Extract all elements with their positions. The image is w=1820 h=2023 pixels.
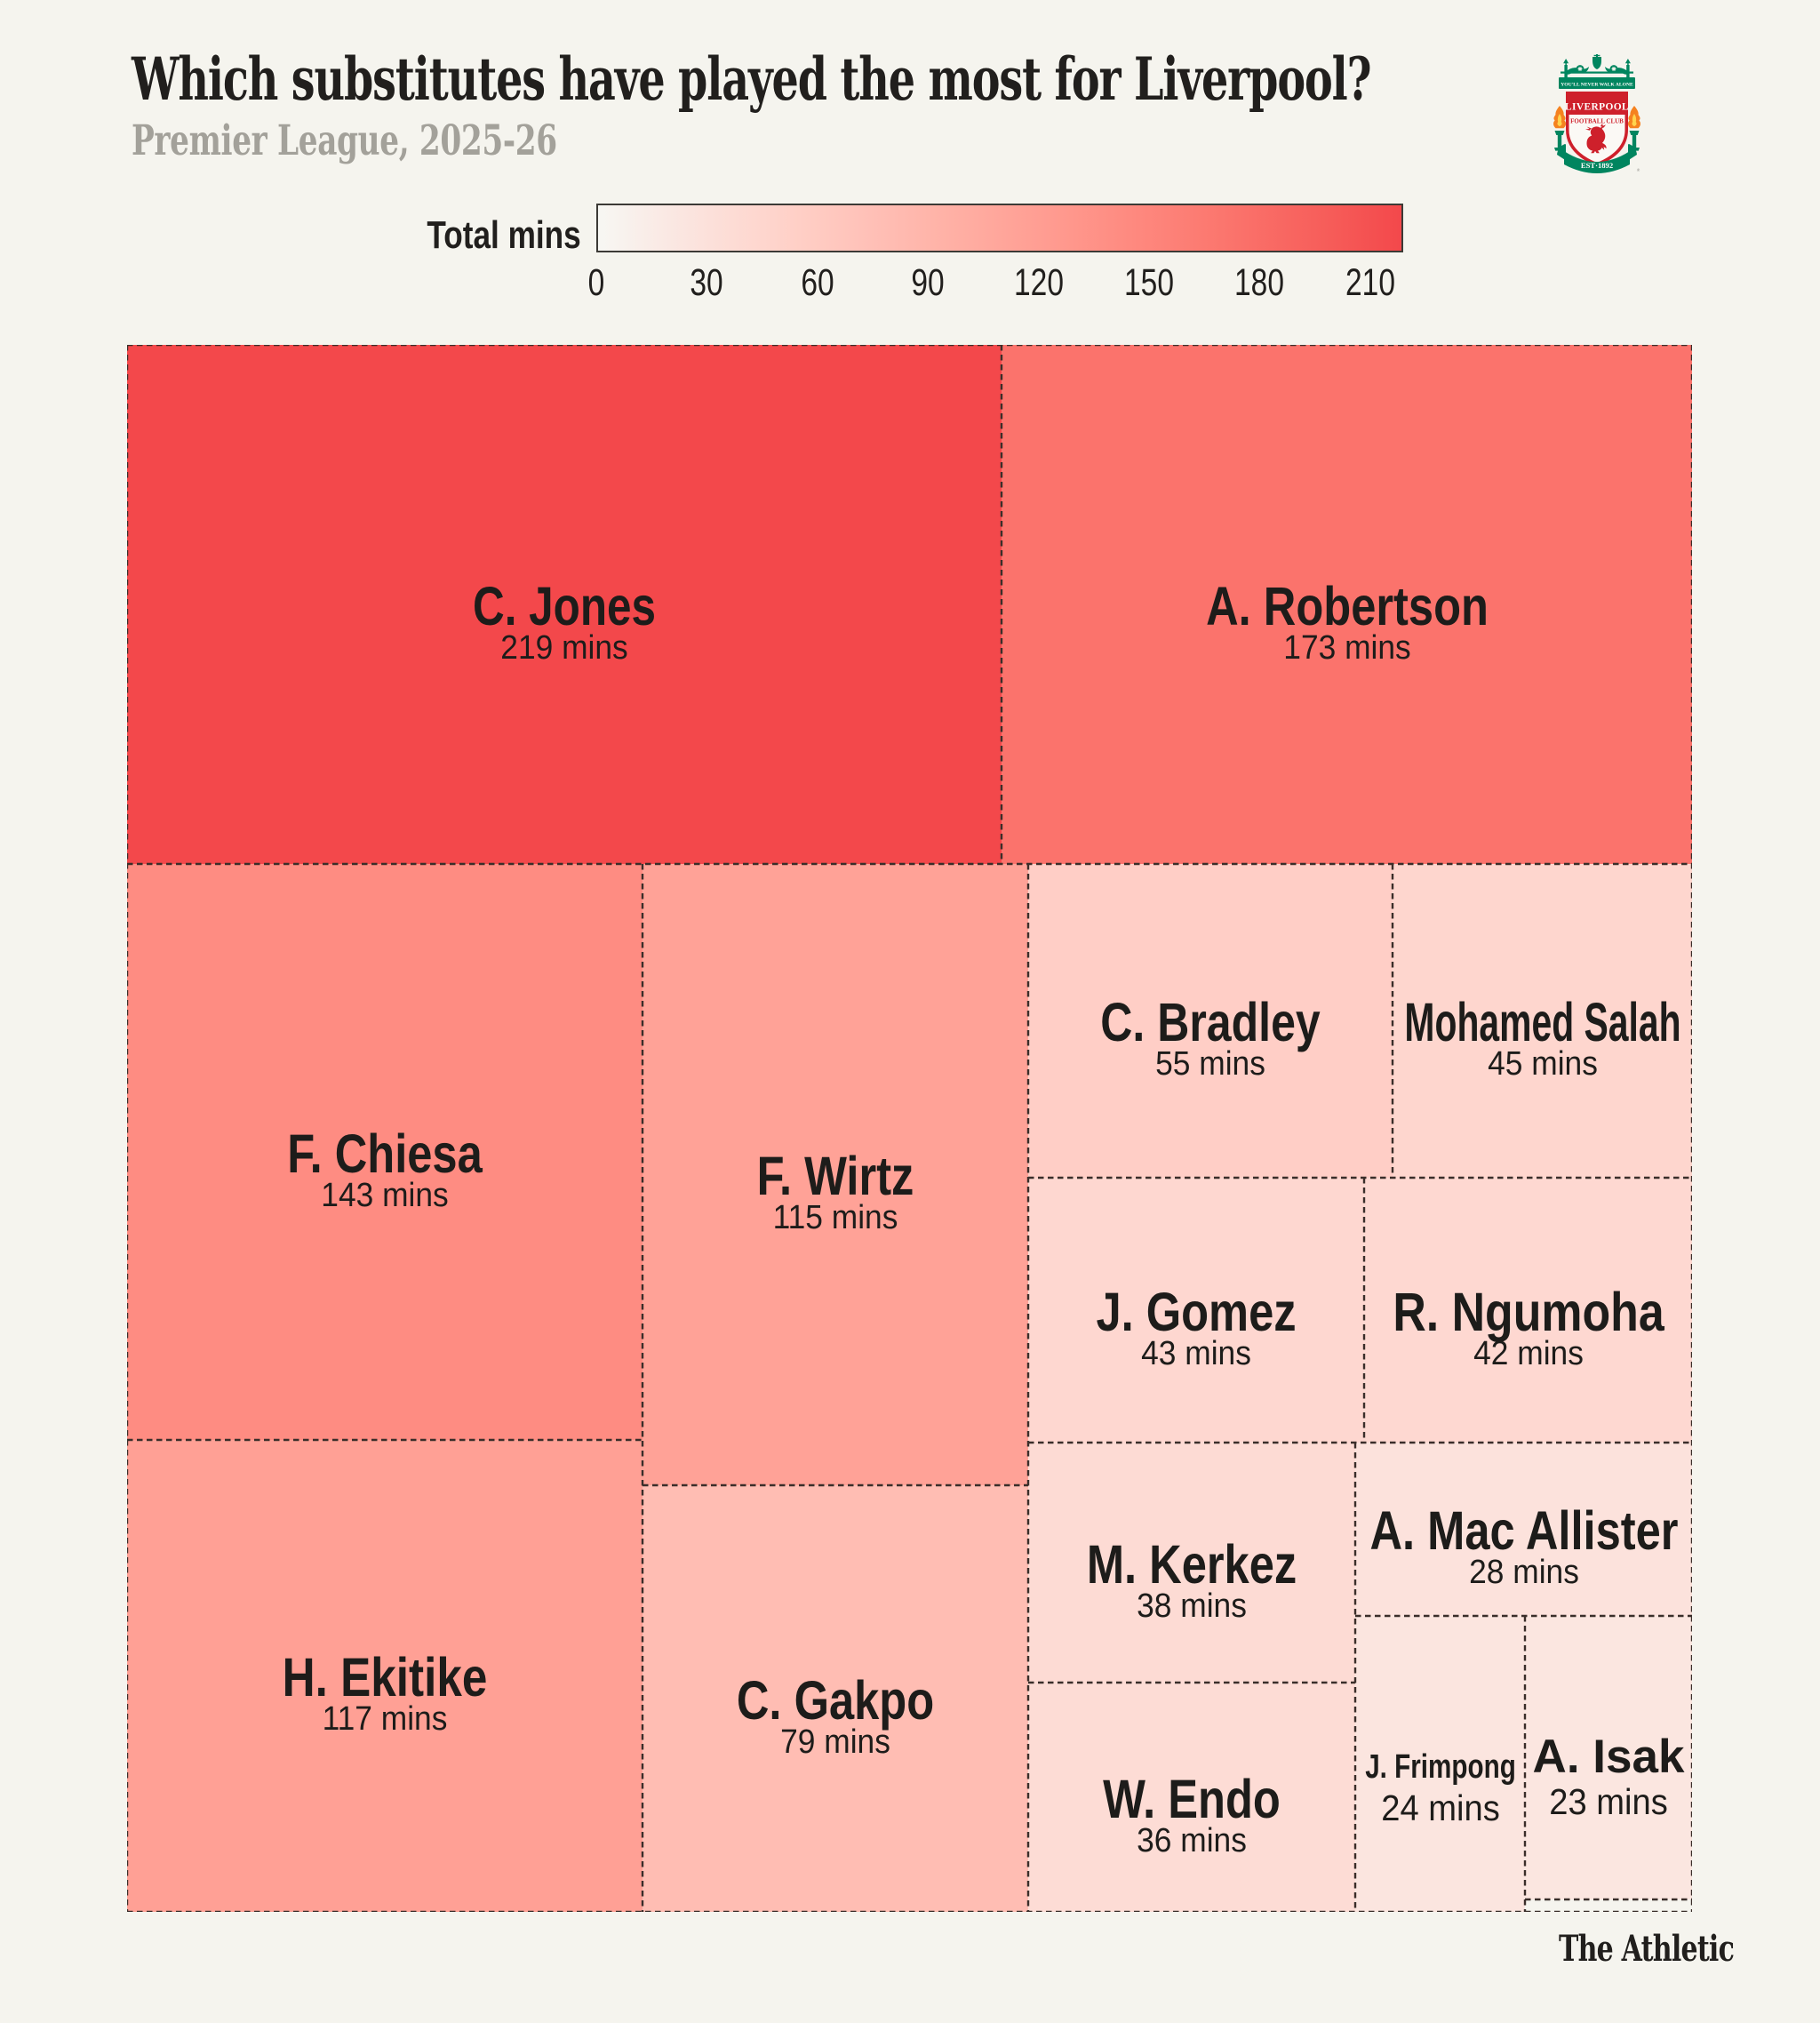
player-name: J. Gomez: [1096, 1281, 1297, 1342]
player-name: C. Gakpo: [736, 1669, 935, 1731]
svg-text:YOU'LL NEVER WALK ALONE: YOU'LL NEVER WALK ALONE: [1561, 82, 1633, 87]
svg-text:®: ®: [1637, 167, 1640, 172]
legend-tick-label: 210: [1345, 261, 1395, 304]
player-name: W. Endo: [1103, 1768, 1281, 1829]
treemap-cell[interactable]: F. Chiesa 143 mins: [127, 864, 643, 1440]
treemap-cell[interactable]: W. Endo 36 mins: [1028, 1683, 1355, 1912]
player-name: R. Ngumoha: [1392, 1281, 1664, 1342]
player-name: M. Kerkez: [1086, 1533, 1297, 1595]
treemap-cell[interactable]: F. Wirtz 115 mins: [643, 864, 1028, 1485]
player-minutes: 219 mins: [500, 628, 628, 667]
legend-tick-label: 150: [1123, 261, 1174, 304]
legend-gradient-bar: [596, 204, 1403, 252]
player-name: A. Isak: [1532, 1731, 1685, 1784]
player-minutes: 55 mins: [1155, 1045, 1265, 1083]
svg-text:FOOTBALL CLUB: FOOTBALL CLUB: [1570, 118, 1624, 125]
treemap-cell[interactable]: A. Robertson 173 mins: [1002, 345, 1692, 864]
treemap-cell[interactable]: M. Kerkez 38 mins: [1028, 1443, 1355, 1683]
player-minutes: 24 mins: [1380, 1787, 1500, 1828]
player-name: Mohamed Salah: [1403, 992, 1681, 1053]
player-name: H. Ekitike: [282, 1647, 488, 1708]
chart-subtitle: Premier League, 2025-26: [132, 116, 557, 165]
player-minutes: 117 mins: [322, 1700, 448, 1739]
svg-text:LIVERPOOL: LIVERPOOL: [1565, 102, 1629, 113]
player-minutes: 143 mins: [321, 1176, 449, 1214]
player-name: C. Jones: [473, 575, 656, 636]
player-name: A. Robertson: [1205, 575, 1489, 636]
player-name: C. Bradley: [1100, 992, 1321, 1053]
treemap-cell[interactable]: C. Bradley 55 mins: [1028, 864, 1393, 1178]
legend-tick-label: 90: [911, 261, 945, 304]
treemap-cell[interactable]: A. Mac Allister 28 mins: [1355, 1443, 1692, 1616]
treemap-cell[interactable]: R. Ngumoha 42 mins: [1364, 1178, 1692, 1443]
player-name: A. Mac Allister: [1369, 1500, 1679, 1562]
legend-tick-label: 60: [801, 261, 834, 304]
player-minutes: 28 mins: [1468, 1554, 1579, 1592]
player-minutes: 45 mins: [1487, 1045, 1598, 1083]
chart-title: Which substitutes have played the most f…: [132, 44, 1372, 114]
legend-ticks: 0 30 60 90 120 150 180 210: [588, 261, 1403, 304]
player-minutes: 38 mins: [1137, 1587, 1247, 1625]
treemap-cell[interactable]: C. Gakpo 79 mins: [643, 1485, 1028, 1912]
player-name: F. Chiesa: [287, 1123, 483, 1184]
legend-tick-label: 30: [690, 261, 724, 304]
player-minutes: 79 mins: [780, 1723, 890, 1761]
treemap-cell[interactable]: J. Gomez 43 mins: [1028, 1178, 1364, 1443]
svg-text:EST·1892: EST·1892: [1581, 161, 1613, 170]
legend-label: Total mins: [427, 213, 581, 257]
the-athletic-logo: The Athletic: [1559, 1928, 1735, 1970]
liverpool-crest-logo: YOU'LL NEVER WALK ALONE LIVERPOOL FOOTBA…: [1553, 54, 1640, 173]
treemap-cell[interactable]: C. Jones 219 mins: [127, 345, 1002, 864]
player-name: J. Frimpong: [1364, 1748, 1516, 1787]
treemap-cell[interactable]: Mohamed Salah 45 mins: [1393, 864, 1692, 1178]
player-name: F. Wirtz: [756, 1146, 914, 1207]
legend-tick-label: 0: [587, 261, 605, 304]
player-minutes: 43 mins: [1141, 1334, 1251, 1372]
legend-tick-label: 180: [1234, 261, 1285, 304]
player-minutes: 115 mins: [772, 1199, 898, 1237]
player-minutes: 42 mins: [1473, 1334, 1584, 1372]
treemap-cell[interactable]: H. Ekitike 117 mins: [127, 1440, 643, 1912]
legend-tick-label: 120: [1013, 261, 1064, 304]
player-minutes: 23 mins: [1549, 1780, 1668, 1822]
treemap: C. Jones 219 mins A. Robertson 173 mins F. C…: [127, 345, 1692, 1912]
treemap-cell[interactable]: J. Frimpong 24 mins: [1355, 1616, 1525, 1912]
player-minutes: 173 mins: [1282, 628, 1411, 667]
treemap-cell[interactable]: A. Isak 23 mins: [1525, 1616, 1692, 1899]
player-minutes: 36 mins: [1137, 1821, 1247, 1859]
